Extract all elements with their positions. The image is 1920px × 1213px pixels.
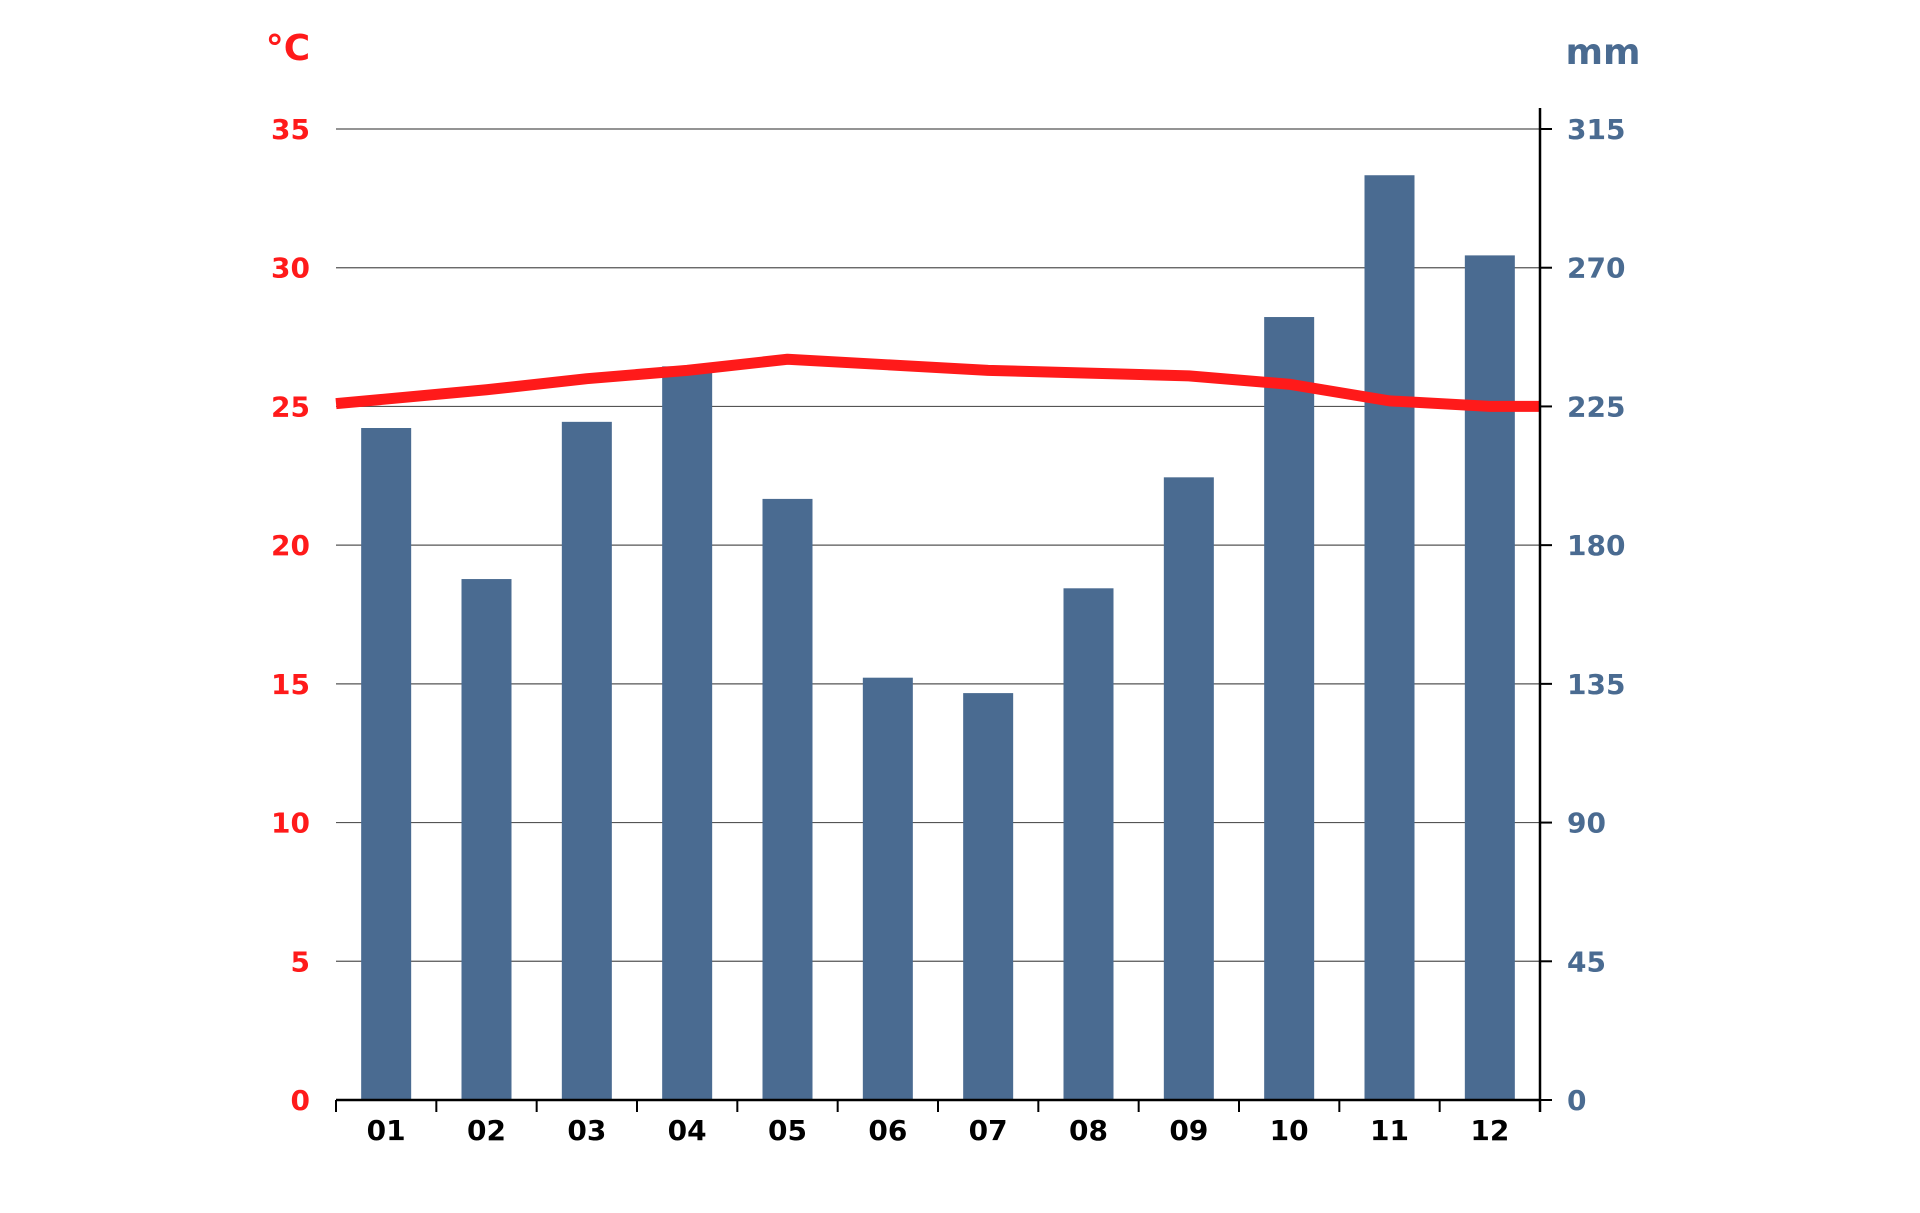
right-tick-label: 225 [1567, 390, 1625, 423]
x-tick-label: 05 [768, 1114, 807, 1147]
precipitation-bar [461, 579, 512, 1100]
left-tick-label: 25 [271, 390, 310, 423]
right-tick-label: 45 [1567, 945, 1606, 978]
right-tick-label: 0 [1567, 1084, 1586, 1117]
right-tick-label: 180 [1567, 529, 1625, 562]
precipitation-bar [1163, 477, 1214, 1100]
x-tick-label: 07 [969, 1114, 1008, 1147]
precipitation-bar [361, 428, 412, 1100]
right-tick-label: 135 [1567, 668, 1625, 701]
x-tick-label: 12 [1470, 1114, 1509, 1147]
x-tick-label: 06 [868, 1114, 907, 1147]
x-tick-label: 02 [467, 1114, 506, 1147]
temperature-line-group [335, 353, 1540, 412]
left-tick-label: 35 [271, 113, 310, 146]
left-tick-label: 5 [291, 945, 310, 978]
precipitation-bars [361, 175, 1515, 1100]
precipitation-bar [762, 498, 813, 1100]
left-tick-label: 0 [291, 1084, 310, 1117]
precipitation-bar [1364, 175, 1415, 1100]
precipitation-bar [1464, 255, 1515, 1100]
right-axis-unit: mm [1565, 32, 1640, 73]
right-tick-label: 90 [1567, 807, 1606, 840]
grid-lines [336, 128, 1540, 962]
x-tick-label: 10 [1270, 1114, 1309, 1147]
temperature-line [335, 353, 1540, 412]
x-tick-label: 01 [367, 1114, 406, 1147]
x-tick-label: 08 [1069, 1114, 1108, 1147]
x-tick-label: 09 [1169, 1114, 1208, 1147]
left-tick-label: 15 [271, 668, 310, 701]
left-tick-label: 20 [271, 529, 310, 562]
precipitation-bar [561, 421, 612, 1100]
x-tick-label: 03 [567, 1114, 606, 1147]
left-axis-unit: °C [266, 28, 310, 69]
precipitation-bar [1063, 588, 1114, 1100]
right-tick-label: 270 [1567, 252, 1625, 285]
left-tick-label: 30 [271, 252, 310, 285]
axes [335, 108, 1552, 1112]
x-tick-label: 11 [1370, 1114, 1409, 1147]
precipitation-bar [963, 693, 1014, 1100]
right-tick-label: 315 [1567, 113, 1625, 146]
x-tick-label: 04 [668, 1114, 707, 1147]
precipitation-bar [862, 677, 913, 1100]
precipitation-bar [1264, 317, 1315, 1100]
left-tick-label: 10 [271, 807, 310, 840]
precipitation-bar [662, 366, 713, 1100]
